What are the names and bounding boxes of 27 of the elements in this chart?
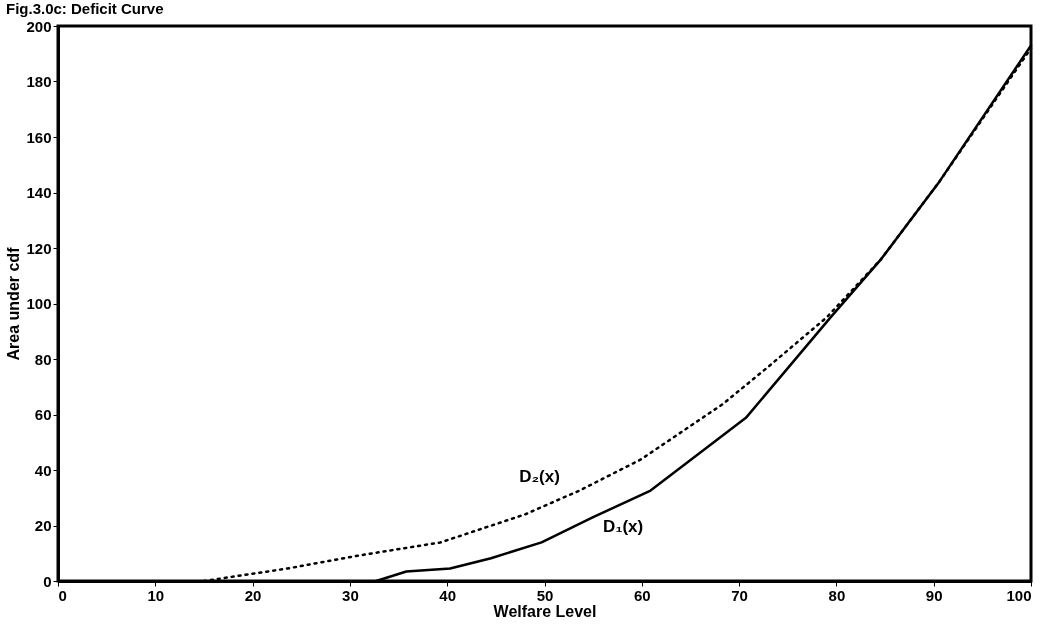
y-tick-label: 180 xyxy=(26,73,52,90)
y-axis-title: Area under cdf xyxy=(5,246,23,361)
x-tick-label: 50 xyxy=(536,586,554,604)
y-tick-label: 200 xyxy=(26,17,52,35)
y-tick-label: 80 xyxy=(34,350,52,368)
y-tick-label: 0 xyxy=(43,572,52,590)
x-tick-label: 80 xyxy=(828,586,846,604)
x-tick-label: 90 xyxy=(925,586,943,604)
y-tick-label: 100 xyxy=(26,295,52,312)
x-tick-label: 40 xyxy=(439,586,457,604)
x-axis-title: Welfare Level xyxy=(493,602,597,620)
y-tick-label: 20 xyxy=(34,517,52,534)
y-tick-label: 40 xyxy=(34,461,52,479)
y-tick-label: 140 xyxy=(26,184,52,201)
x-tick-label: 10 xyxy=(147,586,165,604)
series-label: D₂(x) xyxy=(519,466,560,486)
x-tick-label: 100 xyxy=(1006,586,1032,604)
series-label: D₁(x) xyxy=(603,517,644,537)
x-tick-label: 60 xyxy=(633,586,651,604)
chart-title: Fig.3.0c: Deficit Curve xyxy=(5,0,164,17)
x-tick-label: 70 xyxy=(731,586,748,604)
x-tick-label: 0 xyxy=(58,586,67,604)
x-tick-label: 20 xyxy=(244,586,262,604)
y-tick-label: 160 xyxy=(26,128,52,146)
x-tick-label: 30 xyxy=(342,586,359,604)
y-tick-label: 120 xyxy=(26,239,52,257)
y-tick-label: 60 xyxy=(34,406,52,423)
